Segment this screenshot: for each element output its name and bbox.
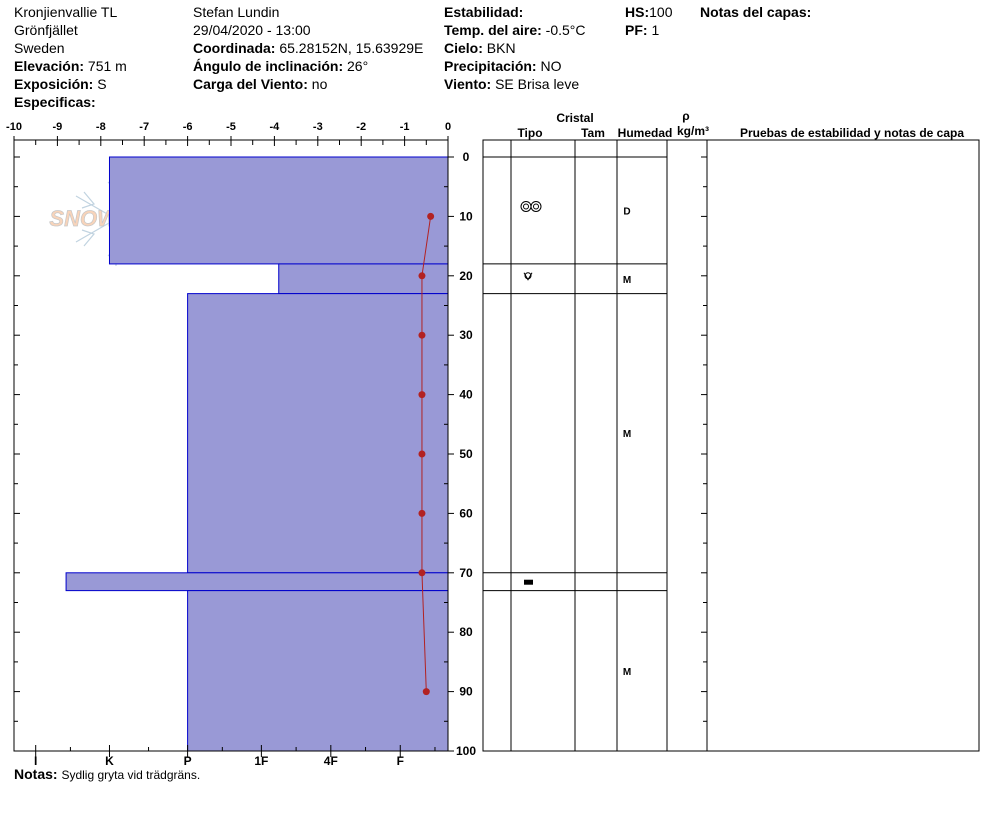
moisture-label: M	[623, 667, 631, 678]
coordinates: Coordinada: 65.28152N, 15.63929E	[193, 40, 424, 56]
hardness-bar	[278, 263, 449, 295]
depth-tick-label: 20	[459, 269, 473, 283]
temp-point	[418, 391, 426, 399]
moisture-label: M	[623, 275, 631, 286]
melt-forms-icon	[520, 200, 532, 212]
observer-name: Stefan Lundin	[193, 4, 280, 20]
col-crystal: Cristal	[556, 111, 593, 125]
location-range: Grönfjället	[14, 22, 78, 38]
hardness-bar	[187, 590, 449, 752]
temp-tick-label: -1	[400, 121, 410, 133]
depth-tick-label: 60	[459, 506, 473, 520]
hardness-bar	[187, 293, 449, 574]
temp-tick-label: -7	[139, 121, 149, 133]
temperature-profile	[418, 212, 435, 696]
wind-load: Carga del Viento: no	[193, 76, 328, 92]
hardness-axis: I K P 1F 4F F	[34, 745, 436, 768]
hardness-tick-label: 4F	[324, 754, 338, 768]
temp-tick-label: -6	[183, 121, 193, 133]
depth-tick-label: 80	[459, 625, 473, 639]
depth-tick-label: 70	[459, 566, 473, 580]
header-layer-notes: Notas del capas:	[700, 4, 812, 20]
layer-table: D M M M	[483, 156, 667, 678]
temp-line	[421, 216, 432, 692]
right-table-frame	[482, 139, 980, 752]
depth-tick-label: 30	[459, 328, 473, 342]
depth-tick-label: 90	[459, 685, 473, 699]
wind: Viento: SE Brisa leve	[444, 76, 580, 92]
observation-datetime: 29/04/2020 - 13:00	[193, 22, 311, 38]
melt-forms-icon-inner	[523, 203, 529, 210]
elevation: Elevación: 751 m	[14, 58, 127, 74]
aspect: Exposición: S	[14, 76, 107, 92]
hardness-tick-label: 1F	[254, 754, 268, 768]
header-observer: Stefan Lundin 29/04/2020 - 13:00 Coordin…	[193, 3, 423, 93]
temp-tick-label: -9	[53, 121, 63, 133]
temp-tick-label: -8	[96, 121, 106, 133]
foot-penetration: PF: 1	[625, 22, 660, 38]
col-density-unit: kg/m³	[677, 124, 709, 138]
hardness-tick-label: P	[184, 754, 192, 768]
hardness-bar	[108, 156, 449, 265]
temp-tick-label: -5	[226, 121, 236, 133]
temp-point	[418, 272, 426, 280]
air-temperature: Temp. del aire: -0.5°C	[444, 22, 586, 38]
moisture-label: M	[623, 429, 631, 440]
slope-angle: Ángulo de inclinación: 26°	[193, 58, 369, 74]
hardness-layers	[65, 156, 449, 752]
header-snowpack: HS:100 PF: 1	[625, 3, 672, 39]
specifics: Especificas:	[14, 94, 96, 110]
notes-text: Sydlig gryta vid trädgräns.	[61, 768, 201, 782]
snow-height: HS:100	[625, 4, 673, 20]
temp-point	[422, 688, 430, 696]
col-moisture: Humedad	[618, 126, 673, 140]
hardness-tick-label: K	[105, 754, 114, 768]
col-rho: ρ	[682, 109, 689, 123]
temp-tick-label: -10	[6, 121, 22, 133]
depth-tick-label: 40	[459, 388, 473, 402]
col-size: Tam	[581, 126, 605, 140]
col-tests: Pruebas de estabilidad y notas de capa	[740, 126, 964, 140]
temp-point	[418, 509, 426, 517]
header-location: Kronjienvallie TL Grönfjället Sweden Ele…	[14, 3, 127, 111]
stability: Estabilidad:	[444, 4, 524, 20]
ice-layer-icon	[524, 579, 533, 585]
depth-tick-label: 10	[459, 209, 473, 223]
depth-axis: 0 10 20 30 40 50 60 70 80 90 100	[14, 150, 707, 758]
temperature-axis: -10 -9 -8 -7 -6 -5 -4 -3 -2 -1 0	[6, 121, 451, 146]
location-country: Sweden	[14, 40, 65, 56]
rounded-melt-icon-ring	[524, 272, 532, 280]
moisture-label: D	[623, 206, 630, 217]
header-conditions: Estabilidad: Temp. del aire: -0.5°C Ciel…	[444, 3, 586, 93]
depth-tick-label: 100	[456, 744, 476, 758]
precipitation: Precipitación: NO	[444, 58, 562, 74]
sky-cover: Cielo: BKN	[444, 40, 516, 56]
depth-tick-label: 50	[459, 447, 473, 461]
melt-forms-icon	[530, 200, 542, 212]
col-type: Tipo	[517, 126, 542, 140]
temp-point	[418, 450, 426, 458]
temp-tick-label: -4	[270, 121, 281, 133]
temp-tick-label: -2	[356, 121, 366, 133]
temp-tick-label: -3	[313, 121, 323, 133]
temp-point	[427, 212, 435, 220]
hardness-tick-label: F	[397, 754, 404, 768]
hardness-tick-label: I	[34, 754, 37, 768]
profile-notes: Notas: Sydlig gryta vid trädgräns.	[14, 766, 201, 782]
hardness-bar	[65, 572, 449, 592]
temp-point	[418, 569, 426, 577]
location-name: Kronjienvallie TL	[14, 4, 118, 20]
depth-tick-label: 0	[463, 150, 470, 164]
melt-forms-icon-inner	[533, 203, 539, 210]
temp-point	[418, 331, 426, 339]
temp-tick-label: 0	[445, 121, 451, 133]
